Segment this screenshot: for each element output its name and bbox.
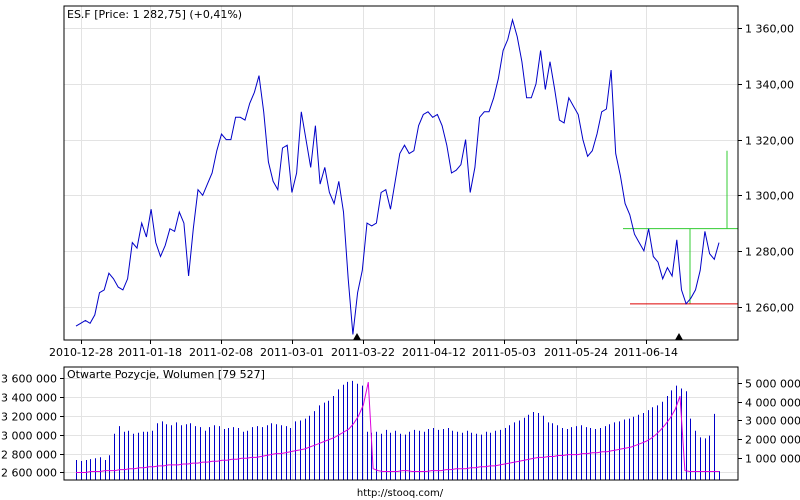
volume-right-tick-label: 3 000 000 [745, 415, 800, 428]
volume-left-tick-label: 2 800 000 [1, 449, 57, 462]
price-x-axis: 2010-12-28 2011-01-18 2011-02-08 2011-03-01… [49, 340, 678, 359]
price-y-tick-label: 1 300,00 [745, 190, 794, 203]
price-y-tick-label: 1 260,00 [745, 302, 794, 315]
open-interest-line [76, 381, 719, 473]
volume-right-tick-label: 5 000 000 [745, 378, 800, 391]
signal-marker-icon [353, 333, 361, 340]
price-chart-title: ES.F [Price: 1 282,75] (+0,41%) [67, 8, 242, 21]
volume-right-tick-label: 1 000 000 [745, 453, 800, 466]
price-y-tick-label: 1 340,00 [745, 79, 794, 92]
volume-left-tick-label: 3 600 000 [1, 373, 57, 386]
price-y-axis: 1 260,00 1 280,00 1 300,00 1 320,00 1 340,00… [738, 23, 794, 315]
price-x-tick-label: 2011-05-03 [472, 346, 536, 359]
price-y-tick-label: 1 360,00 [745, 23, 794, 36]
volume-panel: 2 600 000 2 800 000 3 000 000 3 200 000 3 40… [1, 366, 800, 481]
price-x-tick-label: 2011-02-08 [189, 346, 253, 359]
price-x-tick-label: 2011-05-24 [544, 346, 608, 359]
price-frame [63, 5, 739, 341]
price-line [75, 17, 720, 335]
price-x-tick-label: 2011-03-22 [331, 346, 395, 359]
volume-left-tick-label: 3 000 000 [1, 430, 57, 443]
volume-chart-title: Otwarte Pozycje, Wolumen [79 527] [67, 368, 265, 381]
price-x-tick-label: 2011-01-18 [118, 346, 182, 359]
price-annotations [353, 150, 738, 340]
price-grid [64, 6, 738, 340]
price-x-tick-label: 2011-06-14 [614, 346, 678, 359]
volume-left-tick-label: 3 400 000 [1, 392, 57, 405]
volume-right-tick-label: 2 000 000 [745, 434, 800, 447]
volume-left-tick-label: 3 200 000 [1, 411, 57, 424]
volume-right-axis: 1 000 000 2 000 000 3 000 000 4 000 000 5 00… [738, 378, 800, 466]
price-y-tick-label: 1 320,00 [745, 135, 794, 148]
volume-frame [63, 366, 739, 481]
price-y-tick-label: 1 280,00 [745, 246, 794, 259]
volume-left-tick-label: 2 600 000 [1, 467, 57, 480]
price-x-tick-label: 2010-12-28 [49, 346, 113, 359]
source-footer: http://stooq.com/ [357, 488, 444, 499]
price-x-tick-label: 2011-04-12 [402, 346, 466, 359]
signal-marker-icon [675, 333, 683, 340]
price-panel: 1 260,00 1 280,00 1 300,00 1 320,00 1 340,00… [49, 5, 794, 359]
volume-left-axis: 2 600 000 2 800 000 3 000 000 3 200 000 3 40… [1, 373, 64, 480]
price-x-tick-label: 2011-03-01 [260, 346, 324, 359]
volume-right-tick-label: 4 000 000 [745, 397, 800, 410]
